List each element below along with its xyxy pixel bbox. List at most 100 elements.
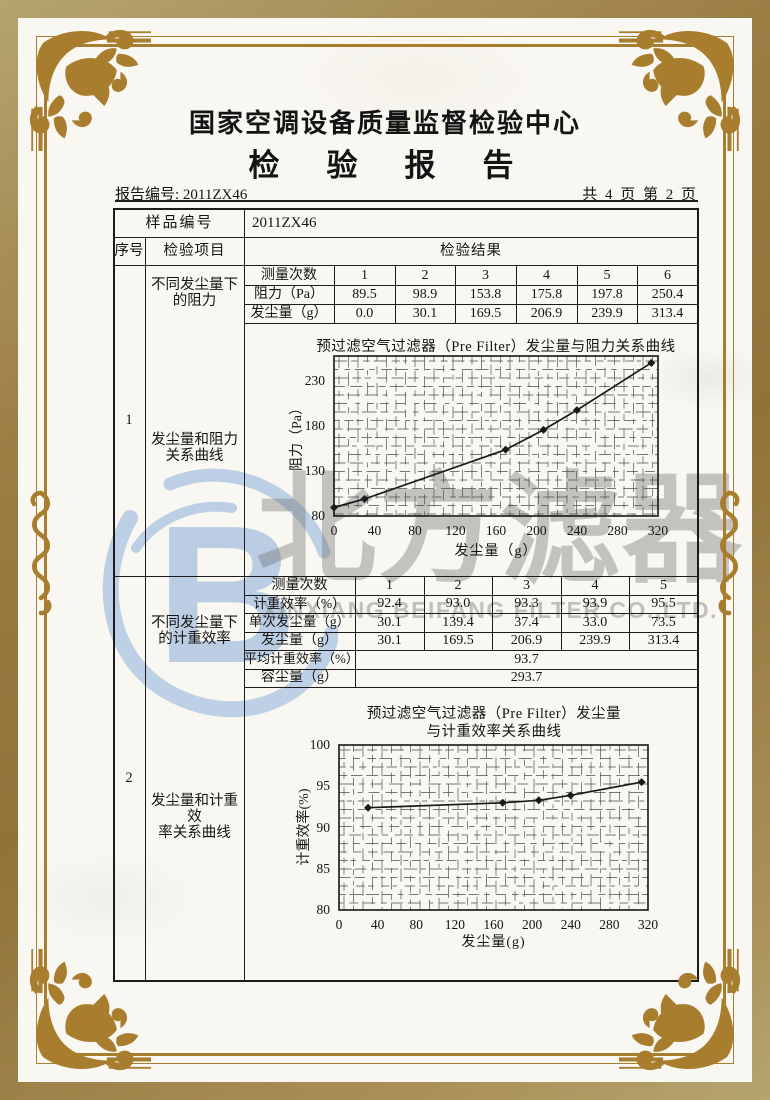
table-border (334, 266, 336, 323)
x-tick-label: 120 (445, 523, 466, 538)
table-cell: 4 (591, 577, 599, 593)
table-cell: 3 (523, 577, 530, 593)
y-tick-label: 95 (316, 778, 331, 794)
table-border (355, 576, 357, 687)
section1-item: 发尘量和阻力 关系曲线 (145, 426, 244, 472)
y-tick-label: 130 (304, 463, 325, 479)
table-cell: 93.7 (514, 651, 539, 667)
page-title: 检 验 报 告 (248, 148, 522, 183)
table-border (244, 669, 698, 671)
svg-text:B: B (156, 485, 298, 704)
table-border (244, 650, 698, 652)
table-cell: 206.9 (530, 305, 563, 321)
section1-seq: 1 (125, 412, 133, 429)
chart1-y-axis-label: 阻力（Pa） (290, 401, 305, 471)
y-tick-label: 80 (311, 508, 326, 523)
table-cell: 阻力（Pa） (254, 286, 324, 302)
x-tick-label: 240 (566, 523, 588, 538)
table-border (145, 237, 147, 981)
x-tick-label: 200 (526, 523, 547, 538)
table-cell: 206.9 (510, 633, 543, 649)
table-cell: 197.8 (591, 286, 623, 302)
chart2-title-line1: 预过滤空气过滤器（Pre Filter）发尘量 (366, 706, 622, 722)
table-border (244, 613, 698, 615)
y-tick-label: 230 (304, 373, 325, 389)
x-tick-label: 80 (408, 523, 422, 538)
table-cell: 1 (386, 577, 393, 593)
table-cell: 发尘量（g） (261, 633, 338, 649)
x-tick-label: 40 (367, 523, 382, 538)
x-tick-label: 240 (560, 917, 581, 932)
chart2-plot: 0 40 80 120 160 200 240 280 320 80 85 90 95 100 (310, 737, 658, 932)
scope-line: 不同发尘量下 (151, 615, 238, 632)
table-cell: 239.9 (579, 633, 611, 649)
page-count: 共 4 页 第 2 页 (582, 187, 698, 203)
chart2-title-line2: 与计重效率关系曲线 (426, 724, 562, 740)
item-line: 关系曲线 (165, 448, 224, 464)
table-cell: 容尘量（g） (261, 670, 338, 686)
table-cell: 发尘量（g） (250, 305, 328, 321)
table-cell: 93.3 (514, 596, 539, 612)
org-name: 国家空调设备质量监督检验中心 (188, 109, 581, 138)
y-tick-label: 90 (316, 819, 331, 835)
table-border (113, 237, 699, 239)
table-border (561, 576, 563, 651)
chart1-title: 预过滤空气过滤器（Pre Filter）发尘量与阻力关系曲线 (316, 339, 676, 355)
table-border (113, 208, 699, 210)
table-cell: 30.1 (412, 305, 438, 321)
table-border (113, 265, 699, 267)
x-tick-label: 320 (647, 523, 669, 538)
y-tick-label: 100 (309, 737, 330, 752)
table-cell: 5 (603, 267, 611, 283)
table-cell: 139.4 (442, 614, 474, 630)
table-cell: 2 (454, 577, 462, 593)
y-tick-label: 85 (316, 860, 331, 876)
table-border (455, 266, 457, 323)
watermark-latin-text: XINXIANG BEIFANG FILTER CO.,LTD. (262, 597, 719, 623)
item-line: 率关系曲线 (158, 824, 231, 841)
report-number: 报告编号: 2011ZX46 (115, 187, 248, 203)
table-cell: 计重效率（%） (253, 595, 346, 611)
x-tick-label: 80 (409, 917, 424, 932)
table-cell: 98.9 (412, 286, 438, 302)
corner-ornament-icon (16, 16, 151, 151)
table-cell: 93.9 (582, 596, 608, 612)
table-cell: 2 (421, 267, 429, 283)
x-tick-label: 200 (522, 917, 543, 932)
table-cell: 153.8 (469, 286, 502, 302)
x-tick-label: 0 (335, 917, 343, 932)
table-border (244, 595, 698, 597)
item-line: 发尘量和计重效 (151, 793, 238, 826)
table-border (244, 632, 698, 634)
table-border (697, 208, 699, 982)
table-cell: 测量次数 (271, 577, 328, 593)
table-cell: 30.1 (377, 633, 402, 649)
table-border (244, 285, 698, 287)
table-cell: 30.1 (377, 614, 402, 630)
scroll-ornament-icon (716, 488, 742, 618)
corner-ornament-icon (619, 949, 754, 1084)
table-cell: 测量次数 (261, 267, 317, 283)
table-border (244, 304, 698, 306)
table-border (244, 687, 698, 689)
col-header-item: 检验项目 (163, 242, 226, 259)
col-header-result: 检验结果 (440, 242, 502, 259)
table-cell: 169.5 (442, 633, 474, 649)
x-tick-label: 160 (485, 523, 507, 538)
corner-ornament-icon (619, 16, 754, 151)
y-tick-label: 180 (304, 418, 325, 434)
table-cell: 92.4 (377, 596, 402, 612)
section1-scope: 不同发尘量下 的阻力 (145, 272, 244, 316)
table-border (113, 208, 115, 982)
table-cell: 平均计重效率（%） (244, 651, 359, 667)
table-border (244, 208, 246, 981)
scope-line: 不同发尘量下 (151, 277, 238, 294)
table-cell: 1 (361, 267, 368, 283)
table-border (244, 323, 698, 325)
table-cell: 89.5 (352, 286, 377, 302)
table-border (424, 576, 426, 651)
table-border (577, 266, 579, 323)
table-cell: 313.4 (651, 305, 684, 321)
